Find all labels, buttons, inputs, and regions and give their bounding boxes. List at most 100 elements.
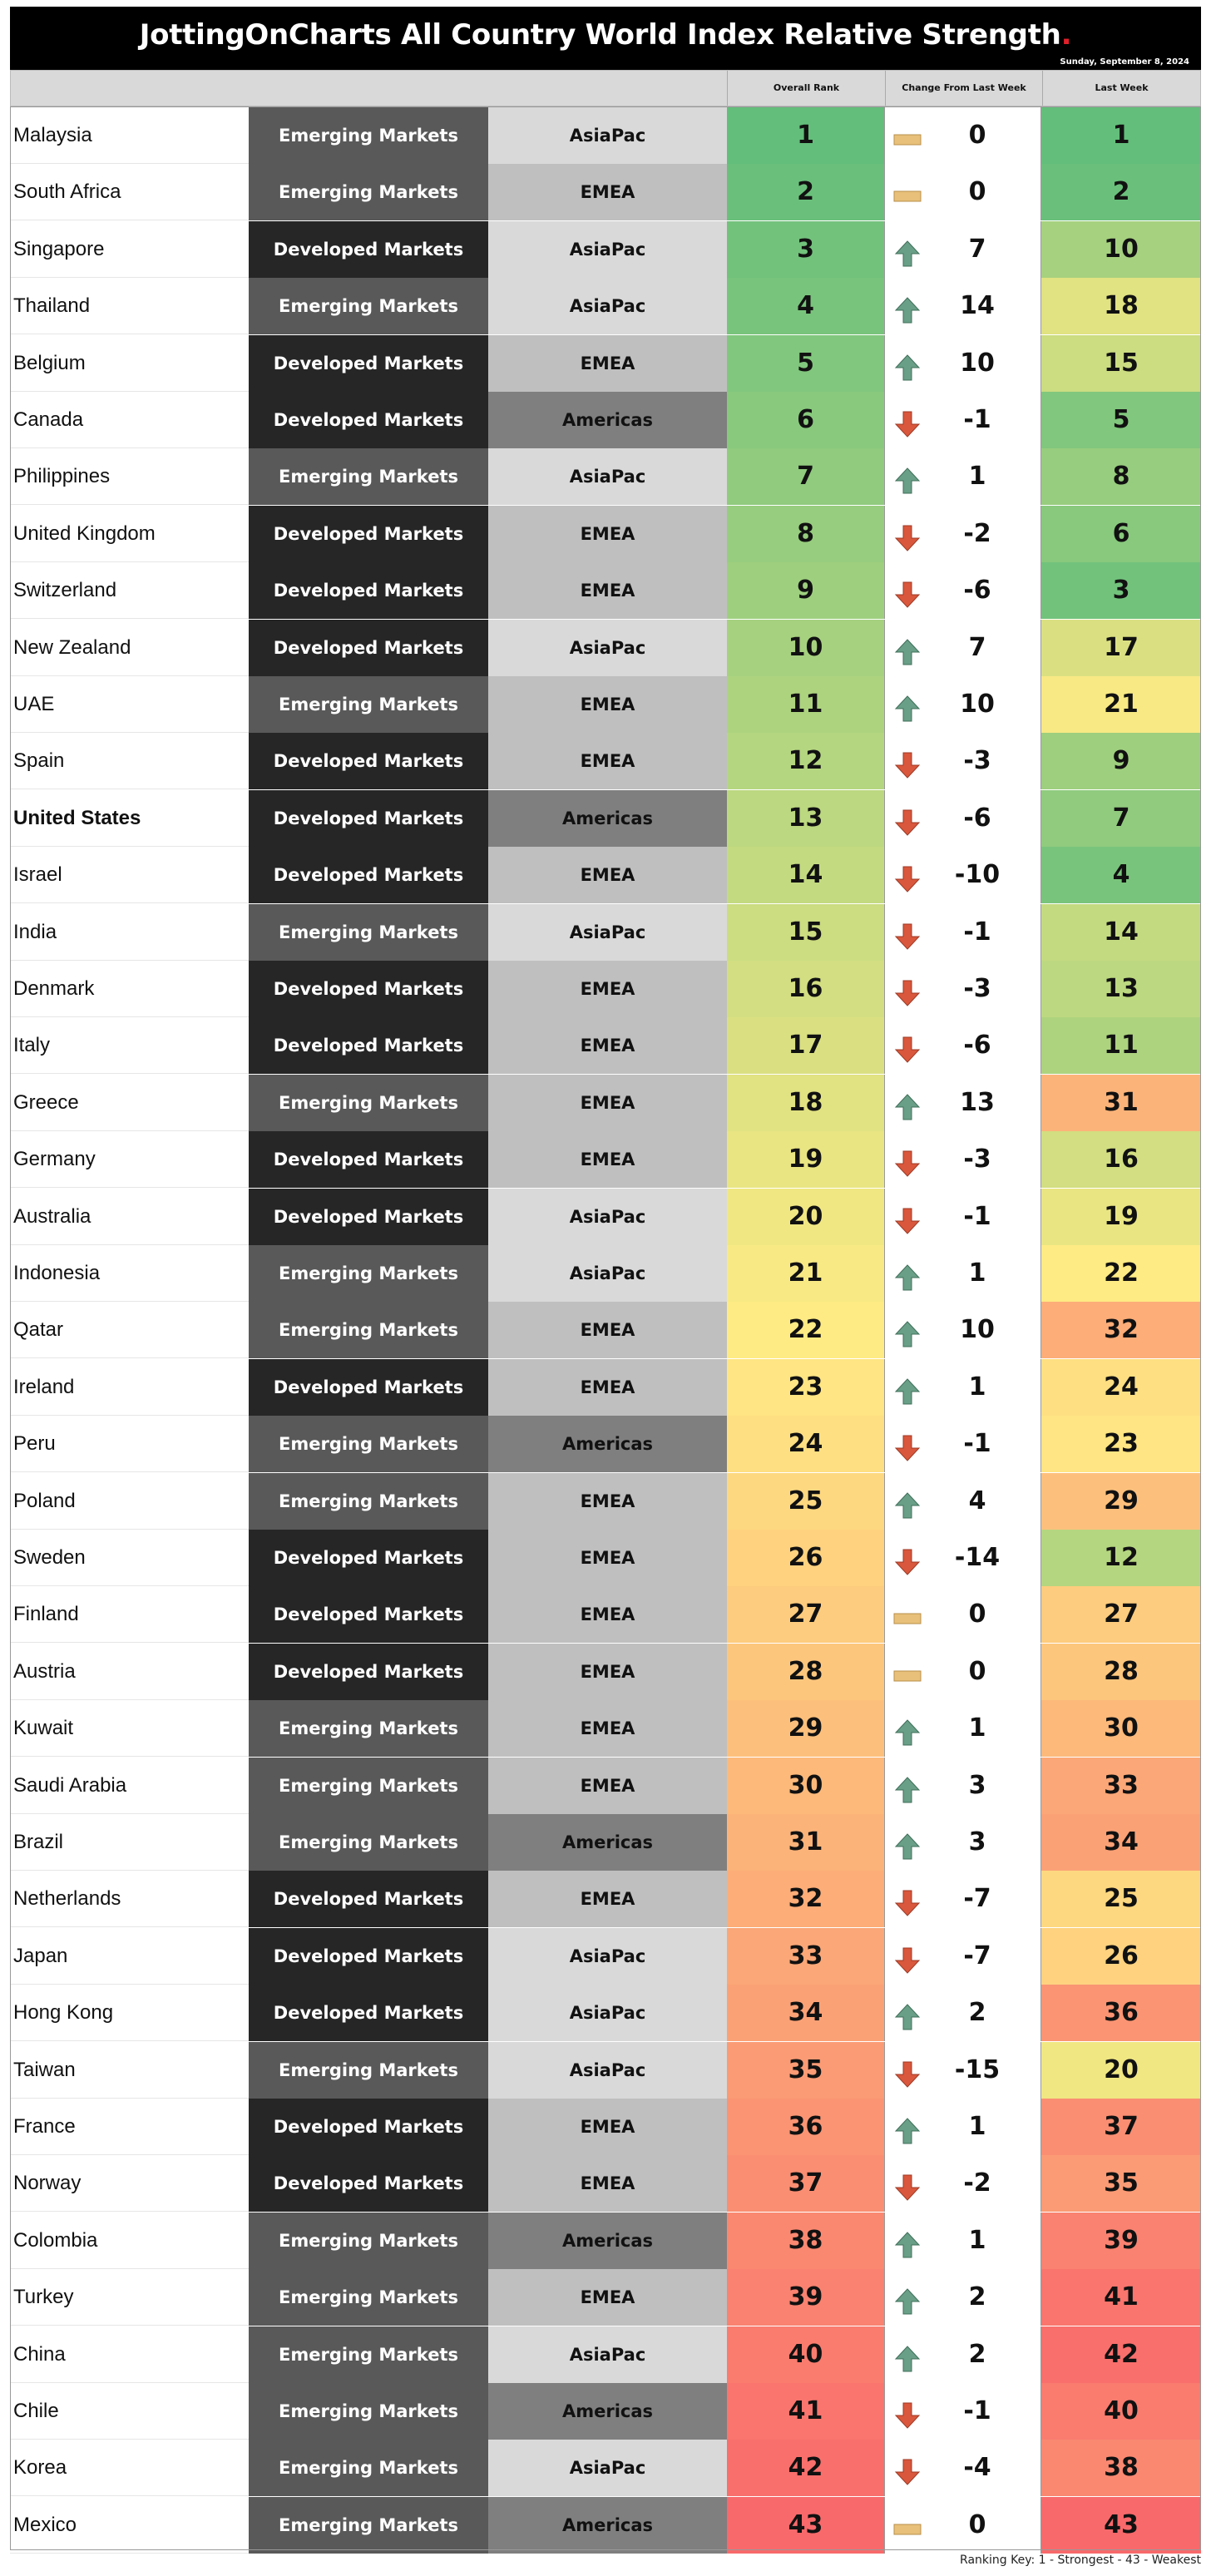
region-label: AsiaPac: [488, 2042, 727, 2099]
last-week-rank-cell: 39: [1041, 2213, 1201, 2269]
country-name: Saudi Arabia: [13, 1774, 127, 1797]
table-row: Israel Developed Markets EMEA 14 -10 4: [10, 847, 1201, 903]
last-week-rank-cell: 20: [1041, 2042, 1201, 2099]
change-cell: 10: [884, 335, 1041, 392]
arrow-down-icon: [893, 1885, 922, 1916]
last-week-rank-cell: 24: [1041, 1359, 1201, 1416]
region-label: EMEA: [488, 562, 727, 619]
change-value: -4: [963, 2453, 991, 2482]
change-cell: -1: [884, 1189, 1041, 1245]
table-row: Italy Developed Markets EMEA 17 -6 11: [10, 1017, 1201, 1074]
last-week-rank-cell: 16: [1041, 1131, 1201, 1188]
region-label: AsiaPac: [488, 1928, 727, 1985]
last-week-rank-cell: 15: [1041, 335, 1201, 392]
change-value: -3: [963, 974, 991, 1003]
change-value: -1: [963, 917, 991, 947]
no-change-icon: [893, 178, 922, 206]
last-week-rank-cell: 9: [1041, 733, 1201, 789]
change-cell: 4: [884, 1473, 1041, 1530]
region-label: EMEA: [488, 1359, 727, 1416]
country-name: Germany: [13, 1148, 96, 1170]
market-label: Emerging Markets: [249, 2383, 488, 2440]
change-cell: -3: [884, 1131, 1041, 1188]
last-week-rank-cell: 11: [1041, 1017, 1201, 1074]
last-week-rank-cell: 22: [1041, 1245, 1201, 1302]
arrow-up-icon: [893, 2341, 922, 2372]
row-divider: [10, 1585, 249, 1586]
last-week-rank-cell: 12: [1041, 1530, 1201, 1586]
market-label: Developed Markets: [249, 1928, 488, 1985]
table-row: Taiwan Emerging Markets AsiaPac 35 -15 20: [10, 2042, 1201, 2099]
region-label: EMEA: [488, 1586, 727, 1643]
arrow-up-icon: [893, 1259, 922, 1291]
market-label: Emerging Markets: [249, 676, 488, 733]
table-row: Mexico Emerging Markets Americas 43 0 43: [10, 2497, 1201, 2554]
market-label: Emerging Markets: [249, 448, 488, 505]
arrow-down-icon: [893, 2056, 922, 2088]
arrow-down-icon: [893, 1031, 922, 1063]
country-name: Kuwait: [13, 1717, 74, 1739]
change-value: -7: [963, 1884, 991, 1913]
overall-rank-cell: 26: [727, 1530, 884, 1586]
change-value: 10: [960, 349, 995, 378]
change-value: -2: [963, 2168, 991, 2198]
change-cell: 10: [884, 676, 1041, 733]
table-row: Hong Kong Developed Markets AsiaPac 34 2 36: [10, 1985, 1201, 2041]
change-value: -7: [963, 1941, 991, 1970]
no-change-icon: [893, 1658, 922, 1686]
row-divider: [10, 675, 249, 676]
row-divider: [10, 2040, 249, 2041]
market-label: Emerging Markets: [249, 1245, 488, 1302]
market-label: Emerging Markets: [249, 164, 488, 220]
change-value: 1: [968, 1713, 986, 1743]
market-label: Developed Markets: [249, 961, 488, 1017]
region-label: EMEA: [488, 2099, 727, 2155]
region-label: EMEA: [488, 1302, 727, 1358]
change-value: 1: [968, 1372, 986, 1402]
row-divider: [10, 1529, 249, 1530]
table-row: Belgium Developed Markets EMEA 5 10 15: [10, 335, 1201, 392]
country-name: Colombia: [13, 2229, 98, 2252]
last-week-rank-cell: 10: [1041, 221, 1201, 278]
overall-rank-cell: 24: [727, 1416, 884, 1472]
row-divider: [10, 960, 249, 961]
region-label: AsiaPac: [488, 1189, 727, 1245]
change-value: -6: [963, 803, 991, 833]
header-last-week: Last Week: [1042, 71, 1200, 106]
change-value: 4: [968, 1486, 986, 1515]
change-cell: 1: [884, 2099, 1041, 2155]
market-label: Emerging Markets: [249, 107, 488, 164]
market-label: Emerging Markets: [249, 904, 488, 961]
country-name: Peru: [13, 1432, 56, 1455]
row-divider: [10, 1073, 249, 1074]
arrow-down-icon: [893, 2397, 922, 2429]
change-cell: -1: [884, 392, 1041, 448]
country-name: Canada: [13, 408, 84, 431]
table-row: Saudi Arabia Emerging Markets EMEA 30 3 33: [10, 1758, 1201, 1814]
market-label: Emerging Markets: [249, 2042, 488, 2099]
market-label: Emerging Markets: [249, 1700, 488, 1757]
overall-rank-cell: 28: [727, 1644, 884, 1700]
row-divider: [10, 2439, 249, 2440]
country-name: New Zealand: [13, 636, 131, 659]
row-divider: [10, 2382, 249, 2383]
no-change-icon: [893, 2511, 922, 2539]
arrow-down-icon: [893, 576, 922, 608]
table-row: India Emerging Markets AsiaPac 15 -1 14: [10, 904, 1201, 961]
region-label: EMEA: [488, 1075, 727, 1131]
row-divider: [10, 846, 249, 847]
market-label: Emerging Markets: [249, 2440, 488, 2496]
change-value: 0: [968, 1599, 986, 1629]
change-value: -14: [954, 1543, 1001, 1572]
ranking-key: Ranking Key: 1 - Strongest - 43 - Weakes…: [960, 2554, 1201, 2567]
change-cell: 1: [884, 1700, 1041, 1757]
overall-rank-cell: 5: [727, 335, 884, 392]
change-cell: 2: [884, 2326, 1041, 2383]
market-label: Developed Markets: [249, 392, 488, 448]
market-label: Developed Markets: [249, 2099, 488, 2155]
overall-rank-cell: 3: [727, 221, 884, 278]
country-name: Italy: [13, 1034, 51, 1056]
change-value: 3: [968, 1771, 986, 1800]
arrow-down-icon: [893, 520, 922, 551]
change-cell: -15: [884, 2042, 1041, 2099]
